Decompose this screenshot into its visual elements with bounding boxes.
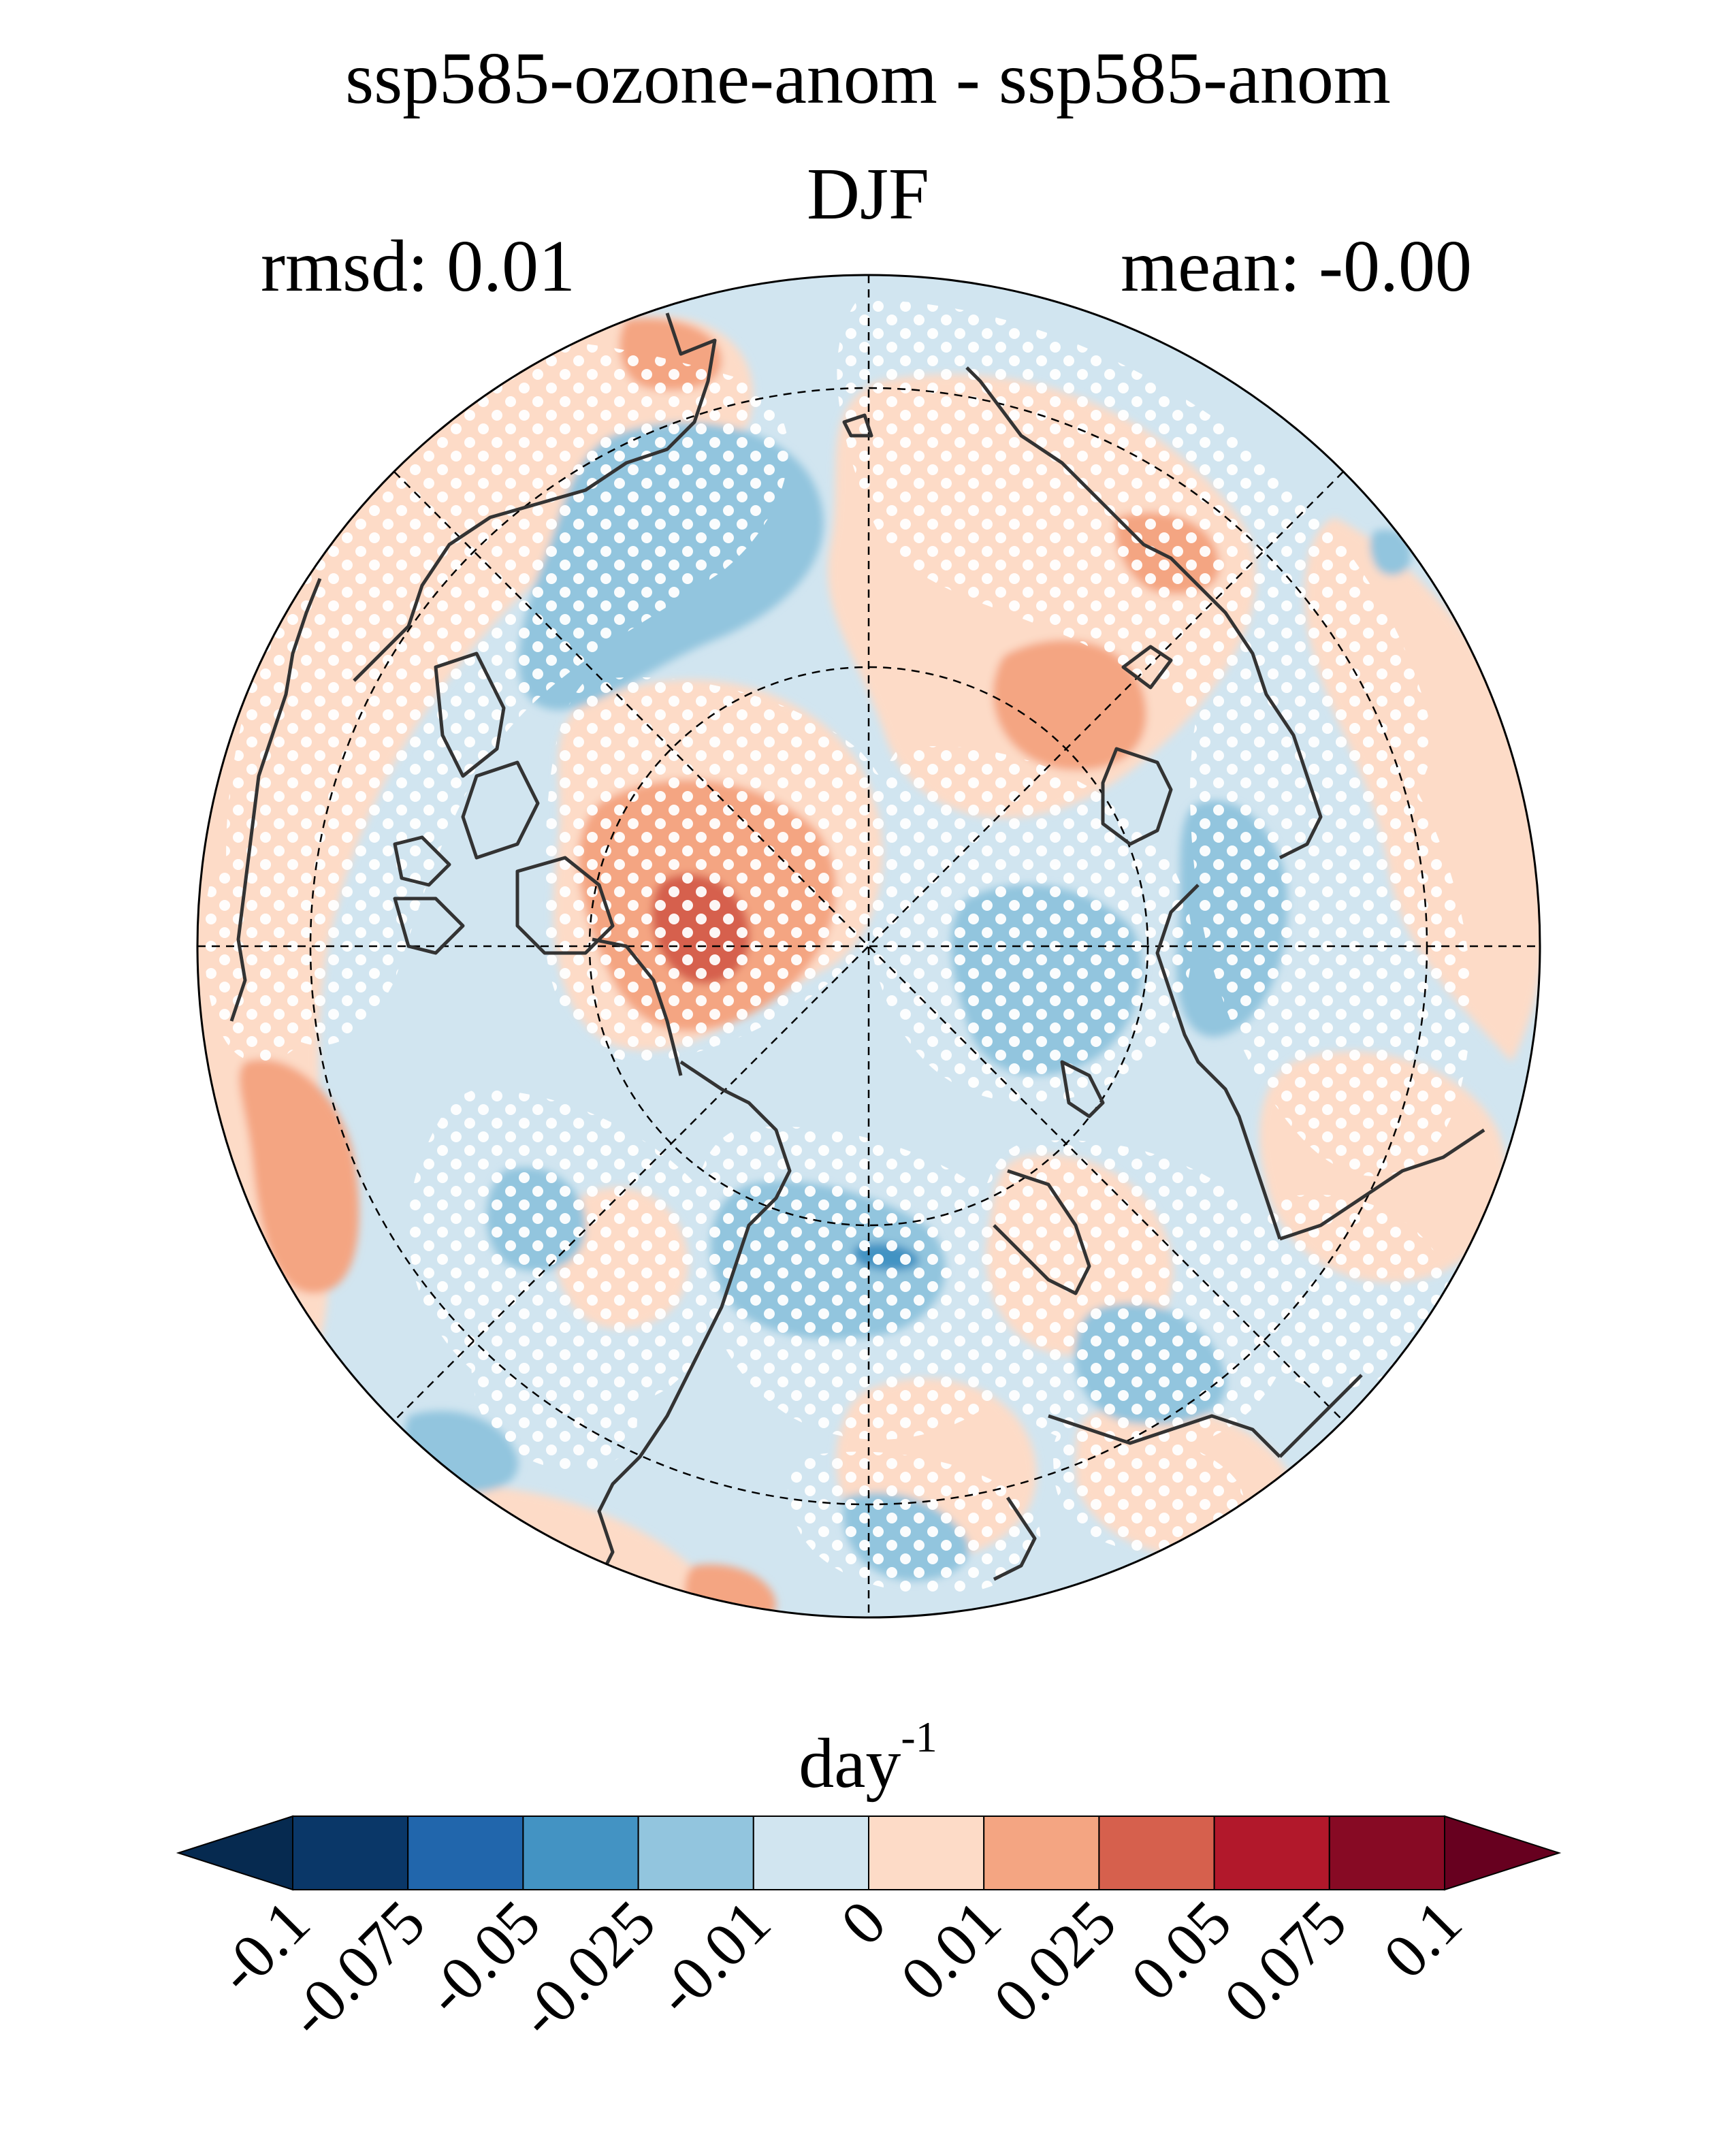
field-region-neg-mid	[198, 517, 272, 591]
season-label: DJF	[806, 154, 930, 235]
anomaly-field	[197, 275, 1540, 1617]
colorbar-segment	[752, 1816, 870, 1890]
colorbar-tick-label: -0.075	[274, 1887, 438, 2050]
map-boundary	[196, 274, 1541, 1619]
colorbar-segment	[637, 1816, 754, 1890]
mean-label: mean: -0.00	[1121, 226, 1472, 307]
colorbar-tick-label: -0.025	[505, 1887, 669, 2050]
colorbar: -0.1-0.075-0.05-0.025-0.01 00.010.0250.05…	[176, 1815, 1562, 2050]
colorbar-tick-label: -0.01	[642, 1887, 784, 2029]
colorbar-segment	[407, 1816, 524, 1890]
colorbar-tick-label: 0.1	[1370, 1887, 1475, 1991]
map-title: ssp585-ozone-anom - ssp585-anom	[345, 38, 1391, 119]
units-exponent: -1	[901, 1713, 937, 1761]
colorbar-segment	[1328, 1816, 1446, 1890]
rmsd-label: rmsd: 0.01	[261, 226, 576, 307]
graticule	[197, 275, 1540, 1617]
colorbar-segment	[522, 1816, 639, 1890]
colorbar-tick-label: 0.075	[1210, 1887, 1359, 2035]
colorbar-segment	[1213, 1816, 1330, 1890]
meridian-line	[393, 471, 1344, 1421]
colorbar-units: day-1	[0, 1715, 1736, 1799]
colorbar-segment	[1098, 1816, 1215, 1890]
field-region-pos-mid	[993, 640, 1146, 771]
colorbar-segment	[292, 1816, 409, 1890]
field-region-neg-mid	[1370, 530, 1411, 575]
colorbar-segment	[983, 1816, 1100, 1890]
units-base: day	[799, 1724, 901, 1803]
coastlines	[229, 312, 1485, 1608]
colorbar-segment	[868, 1816, 985, 1890]
colorbar-extend-max	[1444, 1815, 1562, 1891]
meridian-line	[393, 471, 1344, 1421]
colorbar-tick-label: 0.025	[980, 1887, 1129, 2035]
colorbar-extend-min	[176, 1815, 293, 1891]
significance-stippling	[204, 300, 1471, 1594]
colorbar-tick-label: 0	[827, 1887, 899, 1958]
field-region-pos-mid	[239, 1059, 359, 1293]
